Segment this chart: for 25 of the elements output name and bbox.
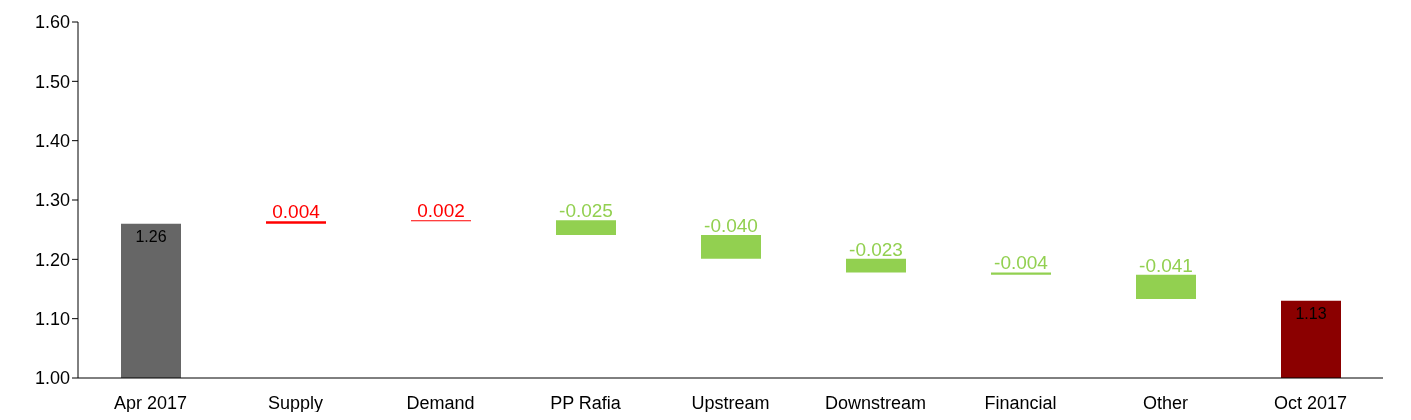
data-label: -0.040 [704,215,758,237]
data-label: 0.004 [272,201,321,223]
x-tick-label: Demand [406,392,475,413]
x-tick-label: Oct 2017 [1273,392,1348,413]
data-label: 1.13 [1295,304,1327,322]
x-tick-label: Apr 2017 [113,392,188,413]
data-label: 0.002 [417,200,465,222]
y-tick-label: 1.40 [34,131,70,152]
y-tick-label: 1.50 [34,71,70,92]
y-tick-label: 1.10 [34,309,70,330]
y-tick-label: 1.20 [34,249,70,270]
data-label: 1.26 [135,227,167,245]
x-tick-label: Upstream [691,392,770,413]
x-tick-label: Other [1142,392,1189,413]
x-tick-label: Financial [984,392,1057,413]
x-tick-label: Downstream [824,392,927,413]
y-tick-label: 1.00 [34,368,70,389]
y-tick-label: 1.30 [34,190,70,211]
data-label: -0.023 [849,238,903,260]
data-label: -0.025 [559,200,613,222]
x-tick-label: Supply [267,392,324,413]
data-label: -0.041 [1139,254,1193,276]
y-tick-label: 1.60 [34,12,70,33]
data-label: -0.004 [994,252,1049,274]
x-tick-label: PP Rafia [550,392,622,413]
